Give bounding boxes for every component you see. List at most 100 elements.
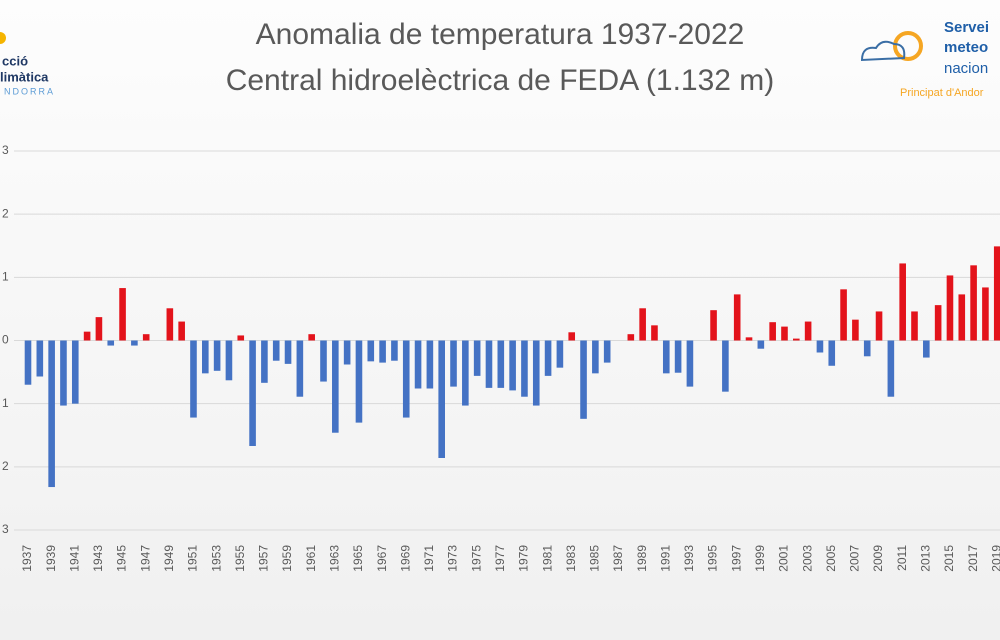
bar [982, 287, 989, 341]
x-tick-label: 1973 [446, 545, 460, 572]
bar [320, 340, 327, 382]
x-tick-label: 1949 [162, 545, 176, 572]
bar [958, 294, 966, 341]
bar [592, 340, 599, 374]
y-tick-label: 3 [2, 143, 9, 157]
bar [272, 340, 280, 361]
y-tick-label: 1 [2, 270, 9, 284]
bar [391, 340, 398, 361]
bar [60, 340, 67, 406]
x-tick-label: 1957 [257, 545, 271, 572]
bar [83, 331, 91, 341]
bar [462, 340, 469, 406]
bar [852, 319, 859, 341]
bar [745, 337, 753, 341]
bar [970, 265, 977, 341]
logo-text: meteo [944, 39, 988, 56]
bar [166, 308, 174, 341]
bar [875, 311, 883, 341]
x-tick-label: 1963 [327, 545, 341, 572]
x-tick-label: 1979 [517, 545, 531, 572]
bar [934, 305, 942, 341]
bar [426, 340, 434, 389]
y-tick-label: 3 [2, 522, 9, 536]
logo-cloud [860, 40, 906, 62]
logo-sun [893, 31, 923, 61]
bar [568, 332, 576, 341]
x-tick-label: 2013 [918, 545, 932, 572]
bar [379, 340, 386, 363]
chart-title: Anomalia de temperatura 1937-2022 [256, 18, 745, 51]
bar [651, 325, 658, 341]
logo-text: nacion [944, 60, 988, 77]
x-tick-label: 2003 [800, 545, 814, 572]
x-tick-label: 1969 [398, 545, 412, 572]
bar [556, 340, 564, 368]
x-tick-label: 1941 [67, 545, 81, 572]
logo-text: NDORRA [4, 86, 55, 96]
x-tick-label: 1951 [186, 545, 200, 572]
bar [178, 321, 185, 341]
bar [402, 340, 410, 418]
x-tick-label: 1975 [469, 545, 483, 572]
bar [722, 340, 729, 392]
x-tick-label: 2019 [989, 545, 1000, 572]
x-tick-label: 1955 [233, 545, 247, 572]
bar [887, 340, 895, 397]
x-tick-label: 1977 [493, 545, 507, 572]
x-tick-label: 1993 [682, 545, 696, 572]
bar [438, 340, 445, 458]
bar [816, 340, 824, 353]
bar [213, 340, 221, 371]
bar [332, 340, 339, 433]
bar [781, 326, 788, 341]
x-tick-label: 1967 [375, 545, 389, 572]
logo-text: limàtica [0, 69, 49, 84]
bar [131, 340, 138, 346]
bar [733, 294, 741, 341]
bar [343, 340, 351, 365]
bar [142, 334, 150, 341]
x-tick-label: 1991 [658, 545, 672, 572]
x-tick-label: 1981 [540, 545, 554, 572]
logo-text: Principat d'Andor [900, 87, 984, 99]
bar [414, 340, 422, 389]
bar [521, 340, 528, 397]
bar [473, 340, 481, 376]
bar [119, 288, 126, 341]
bar [828, 340, 836, 366]
bar [639, 308, 646, 341]
bar [580, 340, 587, 419]
x-tick-label: 1953 [209, 545, 223, 572]
bar [190, 340, 197, 418]
x-tick-label: 2009 [871, 545, 885, 572]
x-tick-label: 2007 [848, 545, 862, 572]
bar [225, 340, 233, 381]
x-tick-label: 1943 [91, 545, 105, 572]
bar [993, 246, 1000, 341]
bar [899, 263, 906, 341]
bar [24, 340, 32, 385]
bar [946, 275, 954, 341]
y-tick-label: 2 [2, 206, 9, 220]
bar [532, 340, 540, 406]
left-logo: cció limàtica NDORRA [0, 32, 55, 96]
x-tick-label: 1995 [706, 545, 720, 572]
y-tick-label: 1 [2, 396, 9, 410]
bar [237, 335, 245, 341]
x-tick-label: 2011 [895, 545, 909, 571]
bar [450, 340, 457, 387]
bar [674, 340, 682, 373]
x-tick-label: 1945 [115, 545, 129, 572]
bar [662, 340, 670, 374]
bar [804, 321, 812, 341]
bar [603, 340, 611, 363]
bar [509, 340, 516, 391]
x-tick-label: 1987 [611, 545, 625, 572]
x-tick-label: 1997 [729, 545, 743, 572]
bar [202, 340, 209, 374]
bar [48, 340, 55, 488]
bar [923, 340, 930, 358]
bar [107, 340, 115, 346]
y-tick-label: 0 [2, 333, 9, 347]
